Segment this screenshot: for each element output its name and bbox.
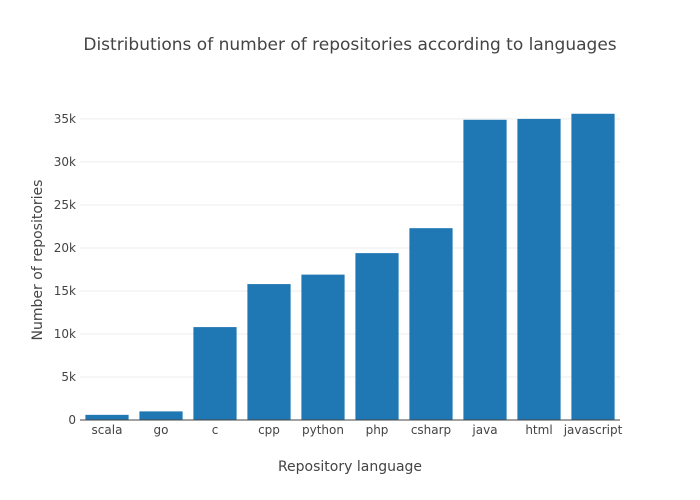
bar-java[interactable] (463, 119, 507, 420)
x-tick-label: csharp (411, 423, 451, 437)
y-tick-label: 35k (54, 112, 76, 126)
x-axis-label: Repository language (278, 459, 422, 475)
y-tick-label: 20k (54, 241, 76, 255)
y-tick-label: 5k (61, 370, 76, 384)
x-tick-label: python (302, 423, 344, 437)
x-tick-label: scala (92, 423, 123, 437)
chart-title: Distributions of number of repositories … (83, 35, 616, 55)
x-tick-label: c (212, 423, 219, 437)
y-tick-labels: 0 5k 10k 15k 20k 25k 30k 35k (54, 112, 76, 427)
bar-python[interactable] (301, 274, 345, 420)
bars-group (85, 113, 615, 421)
y-tick-label: 0 (68, 413, 76, 427)
y-axis-label: Number of repositories (30, 180, 46, 341)
bar-scala[interactable] (85, 414, 129, 420)
y-tick-label: 15k (54, 284, 76, 298)
bar-javascript[interactable] (571, 113, 615, 421)
bar-php[interactable] (355, 253, 399, 420)
x-tick-label: javascript (563, 423, 623, 437)
x-tick-label: cpp (258, 423, 280, 437)
x-tick-label: php (366, 423, 389, 437)
x-tick-label: java (471, 423, 497, 437)
x-tick-label: html (525, 423, 552, 437)
bar-cpp[interactable] (247, 284, 291, 420)
bar-csharp[interactable] (409, 228, 453, 420)
bar-html[interactable] (517, 118, 561, 420)
y-tick-label: 10k (54, 327, 76, 341)
y-tick-label: 25k (54, 198, 76, 212)
bar-go[interactable] (139, 411, 183, 420)
x-tick-labels: scala go c cpp python php csharp java html javasc… (92, 423, 623, 437)
x-tick-label: go (154, 423, 169, 437)
y-tick-label: 30k (54, 155, 76, 169)
bar-c[interactable] (193, 327, 237, 420)
grid-lines (80, 118, 620, 378)
